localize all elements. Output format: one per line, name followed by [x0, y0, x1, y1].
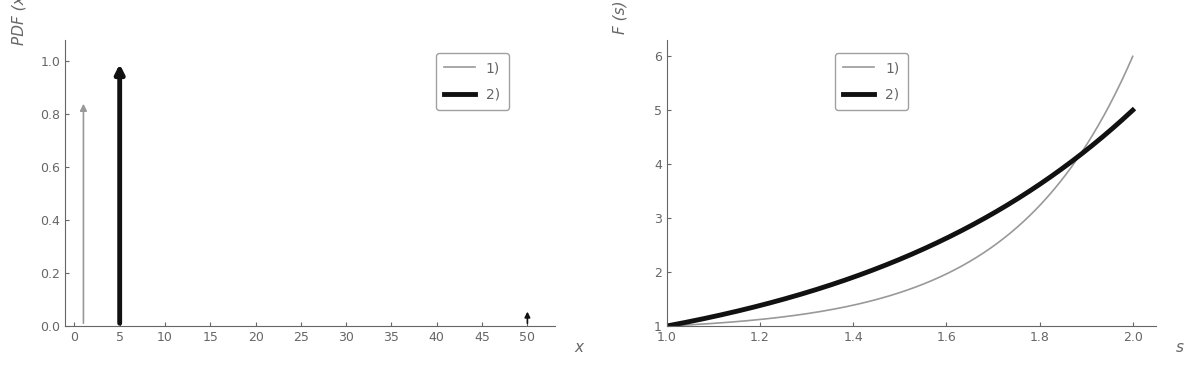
X-axis label: s: s: [1176, 340, 1183, 355]
Y-axis label: F (s): F (s): [613, 0, 628, 34]
X-axis label: x: x: [574, 340, 583, 355]
Legend: 1), 2): 1), 2): [436, 53, 509, 110]
Legend: 1), 2): 1), 2): [835, 53, 907, 110]
Y-axis label: PDF (x): PDF (x): [11, 0, 26, 45]
